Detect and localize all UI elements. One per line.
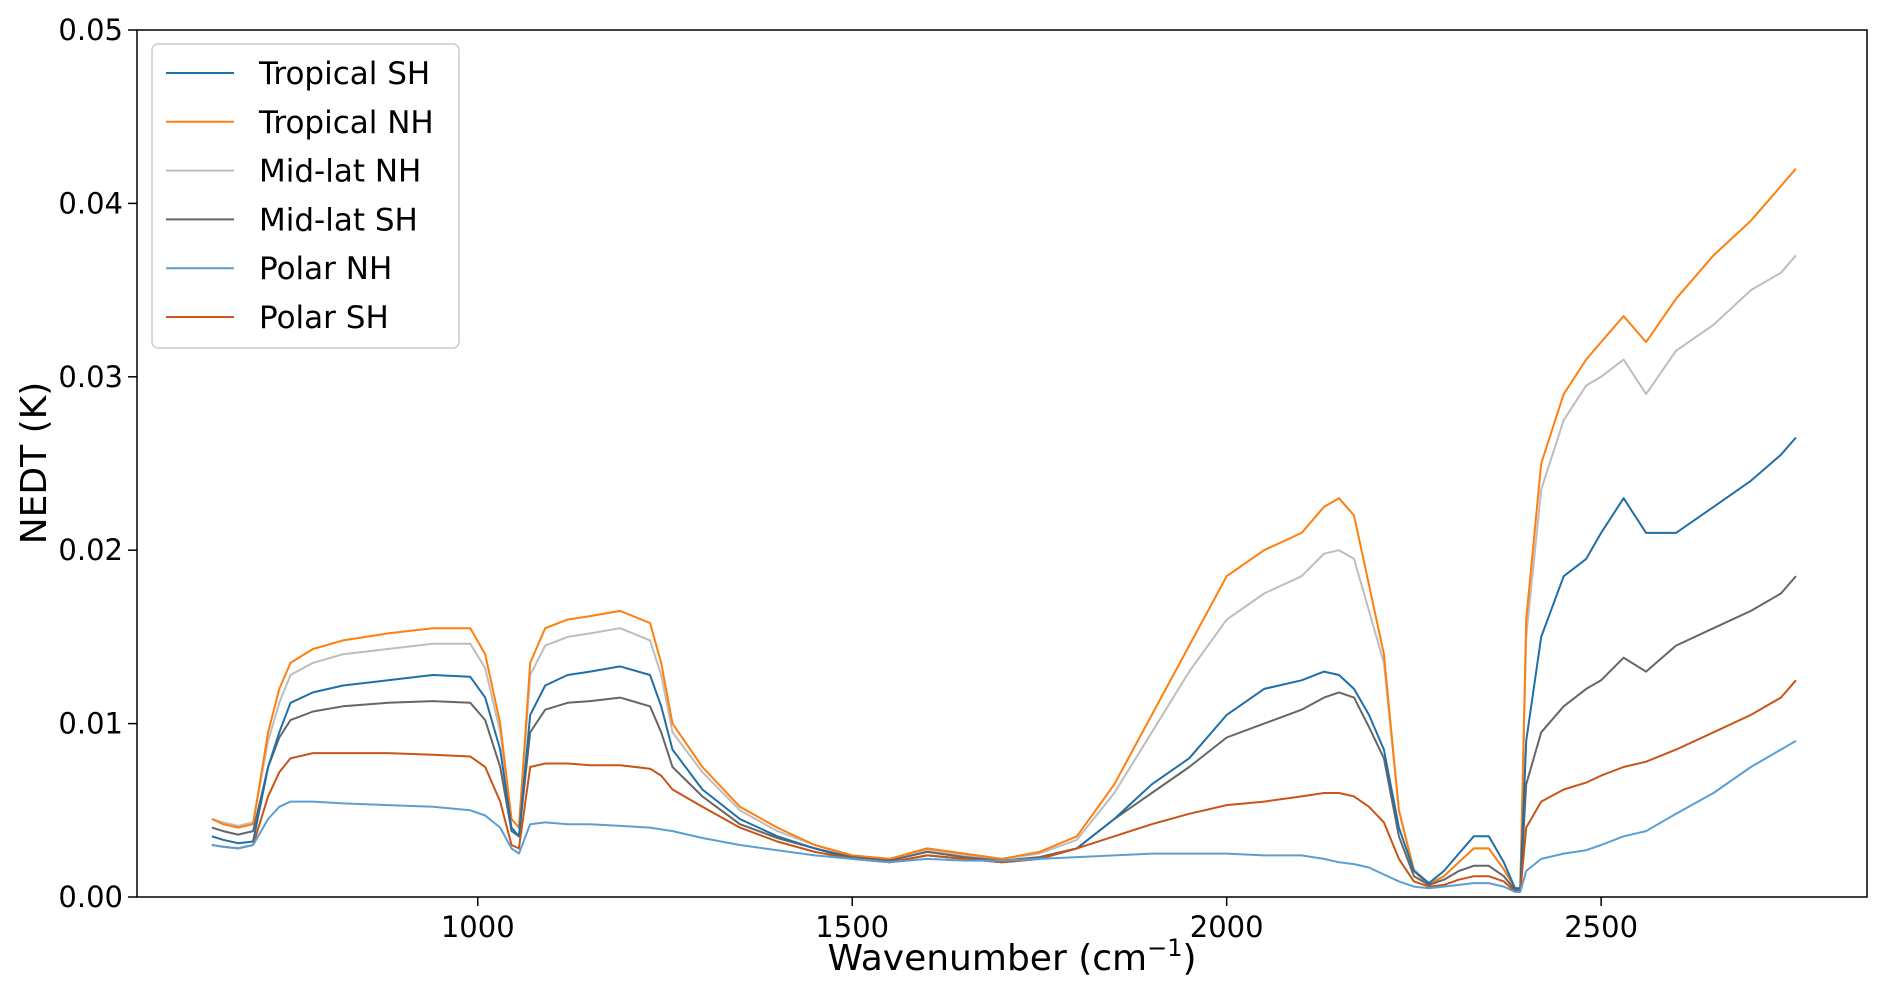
x-axis-ticks: 1000 1500 2000 2500 [441,897,1638,944]
legend-label: Tropical SH [258,56,430,92]
series-layer [211,168,1797,893]
legend-label: Polar SH [259,300,389,336]
x-tick-label: 1500 [815,910,889,944]
legend-label: Tropical NH [258,105,434,141]
y-tick-label: 0.01 [58,707,123,741]
x-axis-label: Wavenumber (cm−1) [827,934,1196,979]
series-line-polar-nh [211,740,1797,893]
legend-box [151,43,460,349]
x-tick-label: 2500 [1564,910,1638,944]
plot-frame [136,29,1868,898]
series-line-polar-sh [211,679,1797,893]
y-axis-ticks: 0.00 0.01 0.02 0.03 0.04 0.05 [58,13,137,914]
legend-label: Polar NH [259,251,392,287]
x-tick-label: 1000 [441,910,515,944]
legend-label: Mid-lat SH [259,202,418,238]
y-tick-label: 0.03 [58,360,123,394]
y-tick-label: 0.00 [58,880,123,914]
x-tick-label: 2000 [1190,910,1264,944]
y-tick-label: 0.04 [58,186,123,220]
y-tick-label: 0.05 [58,13,123,47]
legend-label: Mid-lat NH [259,154,421,190]
y-tick-label: 0.02 [58,533,123,567]
legend: Tropical SH Tropical NH Mid-lat NH Mid-lat … [151,43,460,349]
series-line-tropical-nh [211,168,1797,890]
y-axis-label: NEDT (K) [14,382,55,545]
